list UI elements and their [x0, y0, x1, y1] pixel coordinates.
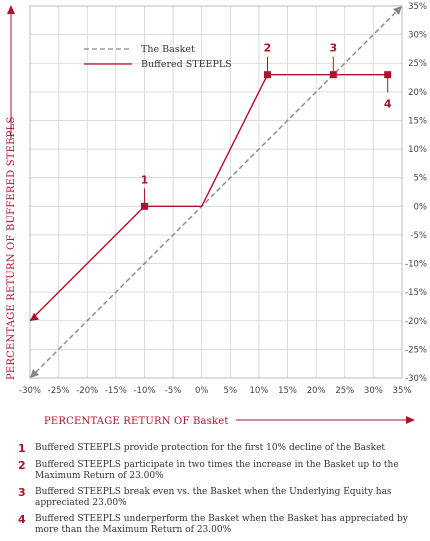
- y-tick-label: -25%: [405, 345, 427, 355]
- basket-arrow-top: [393, 6, 402, 15]
- y-tick-label: 5%: [414, 174, 428, 184]
- notes-list: 1 Buffered STEEPLS provide protection fo…: [18, 443, 418, 541]
- note-number: 2: [18, 459, 26, 472]
- marker-point-1: [140, 202, 148, 210]
- note-text: Buffered STEEPLS provide protection for …: [35, 443, 386, 453]
- note-number: 1: [18, 442, 26, 455]
- y-axis-title-group: PERCENTAGE RETURN OF BUFFERED STEEPLS: [6, 5, 17, 380]
- y-axis-title: PERCENTAGE RETURN OF BUFFERED STEEPLS: [6, 117, 17, 381]
- x-tick-label: -30%: [19, 386, 41, 396]
- x-axis-title-group: PERCENTAGE RETURN OF Basket: [44, 416, 415, 427]
- x-tick-label: 35%: [393, 386, 412, 396]
- note-number: 3: [18, 486, 26, 499]
- steepls-arrow-left: [30, 312, 39, 321]
- y-tick-label: -5%: [410, 231, 427, 241]
- note-2: 2 Buffered STEEPLS participate in two ti…: [18, 460, 418, 482]
- x-tick-label: -10%: [133, 386, 155, 396]
- marker-label-1: 1: [141, 173, 149, 186]
- series-line-steepls: [29, 73, 388, 322]
- note-text: Buffered STEEPLS break even vs. the Bask…: [35, 487, 392, 508]
- basket-arrow-bottom: [30, 369, 39, 378]
- tick-labels: -30% -25% -20% -15% -10% -5% 0% 5% 10% 15% 20% 25% 3…: [19, 2, 427, 396]
- y-tick-label: 0%: [414, 202, 428, 212]
- x-tick-label: -5%: [165, 386, 182, 396]
- legend-label-basket: The Basket: [141, 44, 195, 55]
- y-tick-label: -30%: [405, 374, 427, 384]
- marker-point-3: [329, 71, 337, 79]
- note-text: Buffered STEEPLS underperform the Basket…: [35, 514, 408, 535]
- marker-label-4: 4: [384, 98, 392, 111]
- x-tick-label: 10%: [249, 386, 268, 396]
- y-tick-label: 15%: [408, 116, 427, 126]
- y-tick-label: 10%: [408, 145, 427, 155]
- x-axis-title: PERCENTAGE RETURN OF Basket: [44, 416, 229, 427]
- marker-label-3: 3: [329, 42, 337, 55]
- plot-frame: [29, 5, 403, 379]
- note-4: 4 Buffered STEEPLS underperform the Bask…: [18, 514, 418, 536]
- x-tick-label: -20%: [76, 386, 98, 396]
- y-tick-label: -15%: [405, 288, 427, 298]
- note-text: Buffered STEEPLS participate in two time…: [35, 460, 399, 481]
- x-tick-label: -25%: [48, 386, 70, 396]
- x-axis-arrow-head: [406, 416, 415, 424]
- legend: The Basket Buffered STEEPLS: [84, 44, 232, 70]
- marker-point-4: [384, 71, 392, 79]
- note-number: 4: [18, 513, 26, 526]
- x-tick-label: 5%: [224, 386, 238, 396]
- note-1: 1 Buffered STEEPLS provide protection fo…: [18, 443, 418, 455]
- y-tick-label: 20%: [408, 88, 427, 98]
- x-tick-label: 25%: [335, 386, 354, 396]
- chart: -30% -25% -20% -15% -10% -5% 0% 5% 10% 15% 20% 25% 3…: [6, 2, 427, 427]
- x-tick-label: 15%: [278, 386, 297, 396]
- x-tick-label: 30%: [364, 386, 383, 396]
- y-axis-arrow-head: [7, 5, 15, 14]
- marker-label-2: 2: [264, 42, 272, 55]
- y-tick-label: 30%: [408, 31, 427, 41]
- y-tick-label: -20%: [405, 317, 427, 327]
- series-lines: [29, 5, 403, 379]
- x-tick-label: 0%: [195, 386, 209, 396]
- x-tick-label: -15%: [105, 386, 127, 396]
- marker-point-2: [264, 71, 272, 79]
- x-tick-label: 20%: [307, 386, 326, 396]
- y-tick-label: 25%: [408, 59, 427, 69]
- y-tick-label: 35%: [408, 2, 427, 12]
- markers: 1 2 3 4: [141, 42, 392, 210]
- y-tick-label: -10%: [405, 260, 427, 270]
- legend-label-steepls: Buffered STEEPLS: [141, 59, 232, 70]
- note-3: 3 Buffered STEEPLS break even vs. the Ba…: [18, 487, 418, 509]
